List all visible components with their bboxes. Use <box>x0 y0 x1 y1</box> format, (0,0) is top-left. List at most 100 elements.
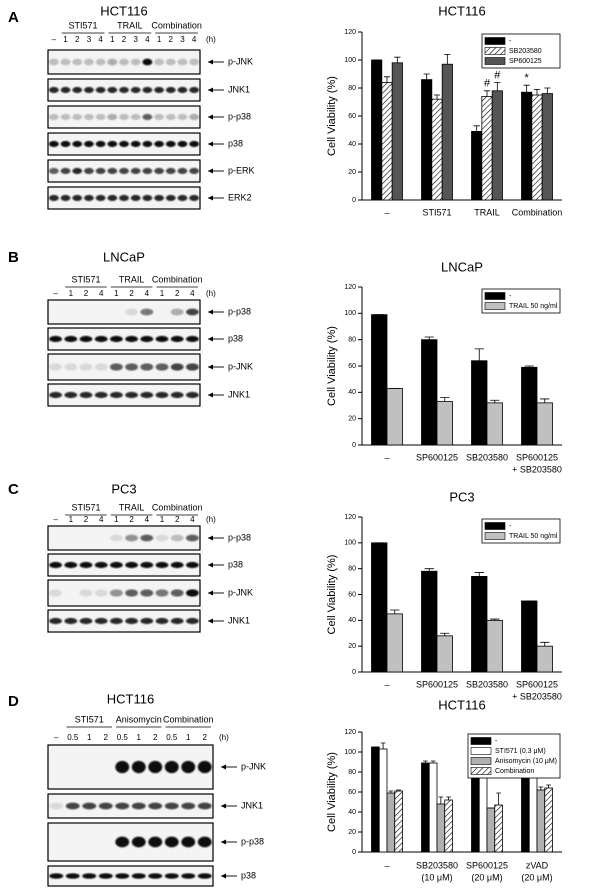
lane-label: 2 <box>153 733 158 742</box>
blot-band <box>130 58 141 66</box>
blot-band <box>177 113 188 121</box>
legend-swatch <box>484 47 506 55</box>
blot-band <box>130 194 141 202</box>
error-bar <box>433 94 441 100</box>
lane-label: 1 <box>69 289 74 298</box>
blot-title: LNCaP <box>103 249 145 264</box>
blot-band <box>130 167 141 175</box>
blot-band <box>140 335 154 343</box>
bar <box>436 803 446 853</box>
blot-band <box>60 167 71 175</box>
blot-band <box>60 194 71 202</box>
blot-band <box>154 194 164 202</box>
lane-label: 2 <box>84 289 89 298</box>
blot-band <box>72 58 83 66</box>
x-tick-label: SP600125 <box>466 860 508 870</box>
blot-band <box>110 617 123 625</box>
blot-box <box>47 865 214 887</box>
bar <box>521 600 538 673</box>
error-bar <box>388 790 394 793</box>
lane-label: 3 <box>87 35 92 44</box>
blot-band <box>107 86 118 94</box>
error-bar <box>474 348 484 361</box>
blot-band <box>72 113 83 121</box>
blot-box <box>47 383 201 407</box>
group-label: STI571 <box>75 714 104 724</box>
blot-band <box>165 167 176 175</box>
arrow-head <box>208 59 213 65</box>
row-label: p-p38 <box>228 306 251 316</box>
legend-swatch <box>470 737 492 745</box>
legend-label: - <box>509 38 512 45</box>
blot-band <box>155 363 169 371</box>
blot-band <box>60 140 71 148</box>
lane-label: 4 <box>145 515 150 524</box>
blot-band <box>181 836 196 848</box>
legend-swatch <box>484 292 506 300</box>
blot-band <box>148 802 163 810</box>
error-bar <box>473 125 480 132</box>
blot-band <box>140 561 154 569</box>
blot-band <box>189 140 200 148</box>
legend-label: - <box>509 523 512 530</box>
error-bar <box>390 609 400 614</box>
blot-band <box>110 363 123 371</box>
legend-label: TRAIL 50 ng/ml <box>509 533 558 540</box>
blot-band <box>125 589 138 597</box>
arrow-head <box>208 309 213 315</box>
x-tick-label: SB203580 <box>466 679 508 689</box>
x-tick-label: SP600125 <box>516 452 558 462</box>
lane-label: 1 <box>137 733 142 742</box>
blot-band <box>72 86 83 94</box>
bar <box>491 90 503 201</box>
row-label: JNK1 <box>228 615 250 625</box>
lane-label: – <box>52 35 57 44</box>
blot-band <box>155 589 169 597</box>
y-tick-label: 40 <box>348 809 356 816</box>
bar <box>444 799 453 853</box>
blot-band <box>107 113 118 121</box>
arrow-head <box>221 764 226 770</box>
y-tick-label: 40 <box>348 617 356 624</box>
x-tick-label: – <box>384 679 389 689</box>
blot-band <box>95 113 106 121</box>
y-axis-label: Cell Viability (%) <box>326 555 338 635</box>
y-tick-label: 40 <box>348 141 356 148</box>
arrow-head <box>208 618 213 624</box>
blot-band <box>94 561 108 569</box>
blot-band <box>140 363 154 371</box>
blot-band <box>84 194 94 202</box>
bar <box>544 787 553 853</box>
legend-swatch <box>470 757 492 765</box>
blot-band <box>165 194 176 202</box>
blot-band <box>197 760 212 774</box>
x-tick-label: + SB203580 <box>512 691 562 701</box>
error-bar <box>396 789 401 791</box>
blot-band <box>177 58 188 66</box>
blot-band <box>189 58 200 66</box>
bar <box>381 82 393 201</box>
x-tick-label: – <box>384 860 389 870</box>
error-bar <box>490 618 500 621</box>
blot-band <box>94 363 108 371</box>
lane-label: 1 <box>110 35 115 44</box>
blot-band <box>60 58 71 66</box>
lane-label: 1 <box>87 733 92 742</box>
x-tick-label: STI571 <box>422 207 451 217</box>
blot-box <box>47 609 201 633</box>
arrow-head <box>221 839 226 845</box>
row-label: p38 <box>228 333 243 343</box>
blot-band <box>186 617 199 625</box>
legend-label: - <box>509 293 512 300</box>
blot-band <box>154 86 164 94</box>
blot-band <box>164 836 179 848</box>
bar <box>536 402 553 446</box>
bar <box>471 360 488 446</box>
error-bar <box>544 87 551 94</box>
blot-band <box>186 534 199 542</box>
blot-band <box>95 140 106 148</box>
y-tick-label: 100 <box>344 57 356 64</box>
blot-band <box>165 140 176 148</box>
blot-title: PC3 <box>111 481 136 496</box>
